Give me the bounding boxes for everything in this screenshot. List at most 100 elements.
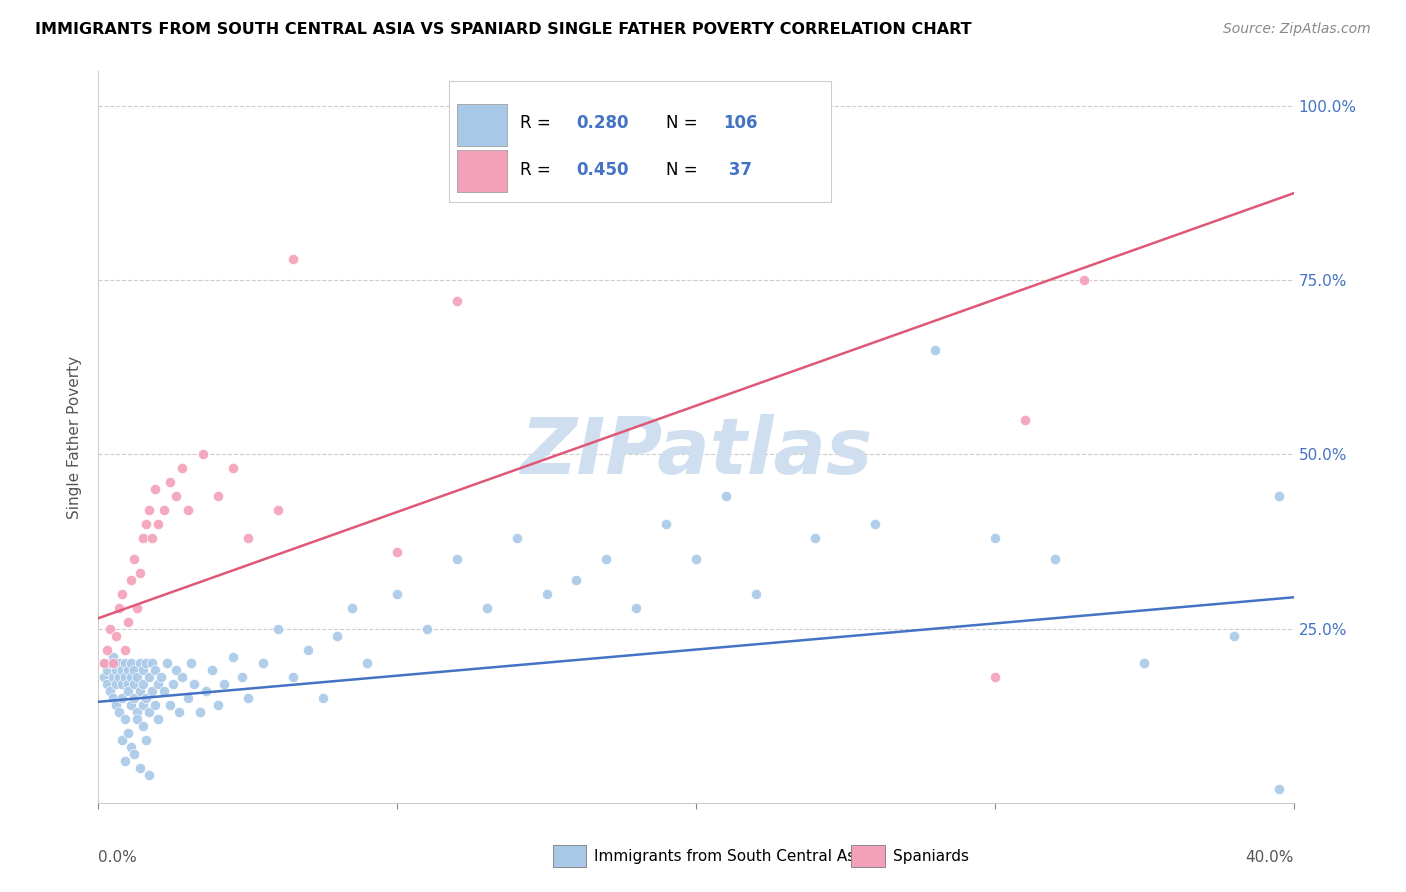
Point bbox=[114, 712, 136, 726]
Point bbox=[138, 503, 160, 517]
Text: R =: R = bbox=[520, 161, 557, 179]
Point bbox=[129, 566, 152, 580]
Point bbox=[177, 691, 200, 706]
Point bbox=[111, 733, 134, 747]
Point bbox=[114, 657, 136, 671]
Point bbox=[1267, 781, 1289, 796]
Point bbox=[138, 768, 160, 782]
Point bbox=[281, 252, 304, 267]
Text: Source: ZipAtlas.com: Source: ZipAtlas.com bbox=[1223, 22, 1371, 37]
Point bbox=[148, 712, 170, 726]
Point bbox=[120, 573, 142, 587]
Point bbox=[135, 517, 157, 532]
Point bbox=[207, 698, 229, 713]
Point bbox=[129, 657, 152, 671]
Point bbox=[595, 552, 617, 566]
Point bbox=[446, 552, 468, 566]
Point bbox=[127, 705, 149, 719]
Point bbox=[132, 531, 155, 545]
Point bbox=[117, 664, 139, 678]
Point bbox=[132, 698, 155, 713]
Point bbox=[165, 489, 187, 503]
Point bbox=[93, 670, 115, 684]
Point bbox=[148, 517, 170, 532]
FancyBboxPatch shape bbox=[457, 103, 508, 146]
Point bbox=[1073, 273, 1095, 287]
FancyBboxPatch shape bbox=[449, 81, 831, 202]
Point bbox=[108, 705, 131, 719]
Point bbox=[159, 475, 181, 490]
Point bbox=[655, 517, 678, 532]
Point bbox=[172, 461, 194, 475]
Point bbox=[475, 600, 498, 615]
Point bbox=[132, 664, 155, 678]
Point bbox=[804, 531, 827, 545]
Point bbox=[93, 657, 115, 671]
Point bbox=[105, 698, 128, 713]
Text: Spaniards: Spaniards bbox=[893, 848, 969, 863]
FancyBboxPatch shape bbox=[457, 150, 508, 192]
Point bbox=[129, 684, 152, 698]
Point bbox=[105, 664, 128, 678]
Point bbox=[1043, 552, 1066, 566]
Point bbox=[177, 503, 200, 517]
Point bbox=[98, 657, 122, 671]
Point bbox=[153, 684, 176, 698]
Point bbox=[222, 461, 245, 475]
Point bbox=[105, 677, 128, 691]
Point bbox=[143, 698, 166, 713]
Point bbox=[252, 657, 274, 671]
Point bbox=[236, 691, 259, 706]
Point bbox=[129, 761, 152, 775]
Point bbox=[124, 691, 146, 706]
Point bbox=[924, 343, 946, 357]
Point bbox=[93, 657, 115, 671]
Point bbox=[356, 657, 378, 671]
Point bbox=[114, 642, 136, 657]
Point bbox=[114, 670, 136, 684]
Point bbox=[626, 600, 648, 615]
Point bbox=[138, 705, 160, 719]
Point bbox=[180, 657, 202, 671]
Point bbox=[103, 649, 125, 664]
Point bbox=[565, 573, 588, 587]
Point bbox=[96, 642, 118, 657]
Point bbox=[108, 600, 131, 615]
Point bbox=[98, 684, 122, 698]
Point bbox=[141, 684, 163, 698]
Point bbox=[1223, 629, 1246, 643]
Point bbox=[153, 503, 176, 517]
Point bbox=[98, 622, 122, 636]
Point bbox=[685, 552, 707, 566]
Point bbox=[162, 677, 184, 691]
Point bbox=[984, 670, 1007, 684]
Point bbox=[714, 489, 737, 503]
Text: 0.280: 0.280 bbox=[576, 113, 628, 131]
Point bbox=[231, 670, 253, 684]
Point bbox=[745, 587, 768, 601]
Point bbox=[132, 677, 155, 691]
Point bbox=[111, 677, 134, 691]
Point bbox=[311, 691, 333, 706]
Point bbox=[141, 531, 163, 545]
Point bbox=[267, 622, 290, 636]
Point bbox=[111, 587, 134, 601]
Text: R =: R = bbox=[520, 113, 557, 131]
Point bbox=[1014, 412, 1036, 426]
Point bbox=[1267, 489, 1289, 503]
Point bbox=[120, 657, 142, 671]
Point bbox=[159, 698, 181, 713]
Point bbox=[281, 670, 304, 684]
Text: 0.450: 0.450 bbox=[576, 161, 628, 179]
Point bbox=[536, 587, 558, 601]
Point bbox=[297, 642, 319, 657]
Point bbox=[183, 677, 205, 691]
Point bbox=[195, 684, 218, 698]
Point bbox=[714, 134, 737, 148]
Point bbox=[111, 664, 134, 678]
Point bbox=[117, 615, 139, 629]
Point bbox=[127, 600, 149, 615]
Point bbox=[201, 664, 224, 678]
Point bbox=[108, 657, 131, 671]
Y-axis label: Single Father Poverty: Single Father Poverty bbox=[67, 356, 83, 518]
